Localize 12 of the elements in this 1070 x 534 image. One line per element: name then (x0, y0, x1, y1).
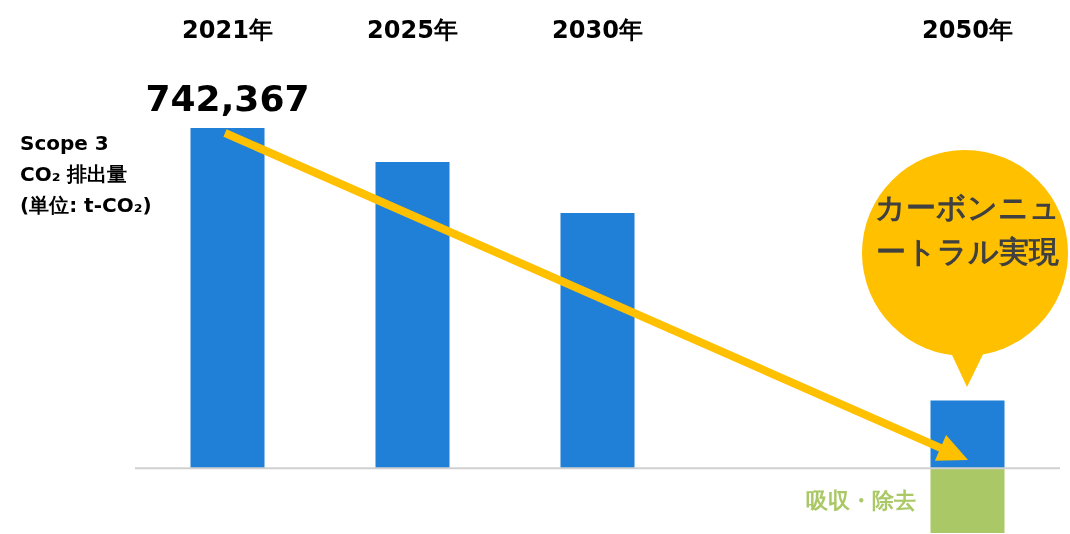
annotation: カーボンニュートラル実現 (873, 189, 1061, 271)
x-tick-label: 2025年 (367, 15, 458, 44)
x-tick-label: 2030年 (552, 15, 643, 44)
series-label: 吸収・除去 (805, 487, 916, 513)
x-tick-label: 2021年 (182, 15, 273, 44)
x-tick-label: 2050年 (922, 15, 1013, 44)
y-axis-title: Scope 3 CO₂ 排出量 (単位: t-CO₂) (20, 130, 152, 219)
bar (930, 468, 1005, 533)
data-label: 742,367 (145, 78, 310, 119)
bar (190, 128, 265, 469)
bar (560, 212, 635, 469)
bar (375, 162, 450, 469)
